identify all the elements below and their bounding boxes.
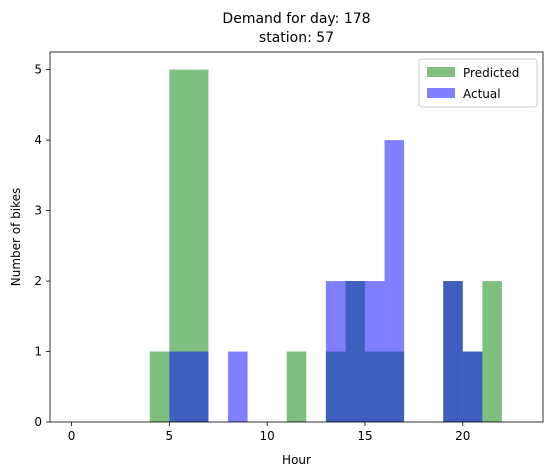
x-axis-ticks: 0 5 10 15 20 <box>68 422 470 443</box>
x-tick-label: 10 <box>260 429 275 443</box>
bar-actual-4 <box>364 281 385 422</box>
x-tick-label: 0 <box>68 429 76 443</box>
legend: Predicted Actual <box>418 58 538 108</box>
y-axis-ticks: 0 1 2 3 4 5 <box>34 63 50 429</box>
y-tick-label: 2 <box>34 274 42 288</box>
x-tick-label: 15 <box>357 429 372 443</box>
x-tick-label: 20 <box>455 429 470 443</box>
bars-layer <box>149 69 502 422</box>
y-axis-label: Number of bikes <box>9 188 23 287</box>
chart-title-line-1: Demand for day: 178 <box>222 11 370 27</box>
bar-predicted-2 <box>286 351 307 422</box>
y-tick-label: 5 <box>34 63 42 77</box>
chart-title-line-2: station: 57 <box>259 30 334 46</box>
legend-label-actual: Actual <box>463 87 501 101</box>
x-tick-label: 5 <box>166 429 174 443</box>
y-tick-label: 3 <box>34 204 42 218</box>
bar-actual-1 <box>228 351 248 422</box>
bar-predicted-0 <box>149 351 170 422</box>
bar-actual-6 <box>443 281 463 422</box>
axes-frame <box>49 51 544 423</box>
bar-actual-3 <box>345 281 365 422</box>
x-axis-label: Hour <box>282 453 311 467</box>
legend-swatch-actual <box>427 88 455 98</box>
y-tick-label: 1 <box>34 345 42 359</box>
bar-actual-2 <box>325 281 346 422</box>
bar-actual-7 <box>462 351 483 422</box>
legend-swatch-predicted <box>427 67 455 77</box>
legend-label-predicted: Predicted <box>463 66 519 80</box>
y-tick-label: 0 <box>34 415 42 429</box>
y-tick-label: 4 <box>34 133 42 147</box>
bar-actual-5 <box>384 140 405 422</box>
bar-predicted-8 <box>482 281 502 422</box>
bar-actual-0 <box>169 351 209 422</box>
